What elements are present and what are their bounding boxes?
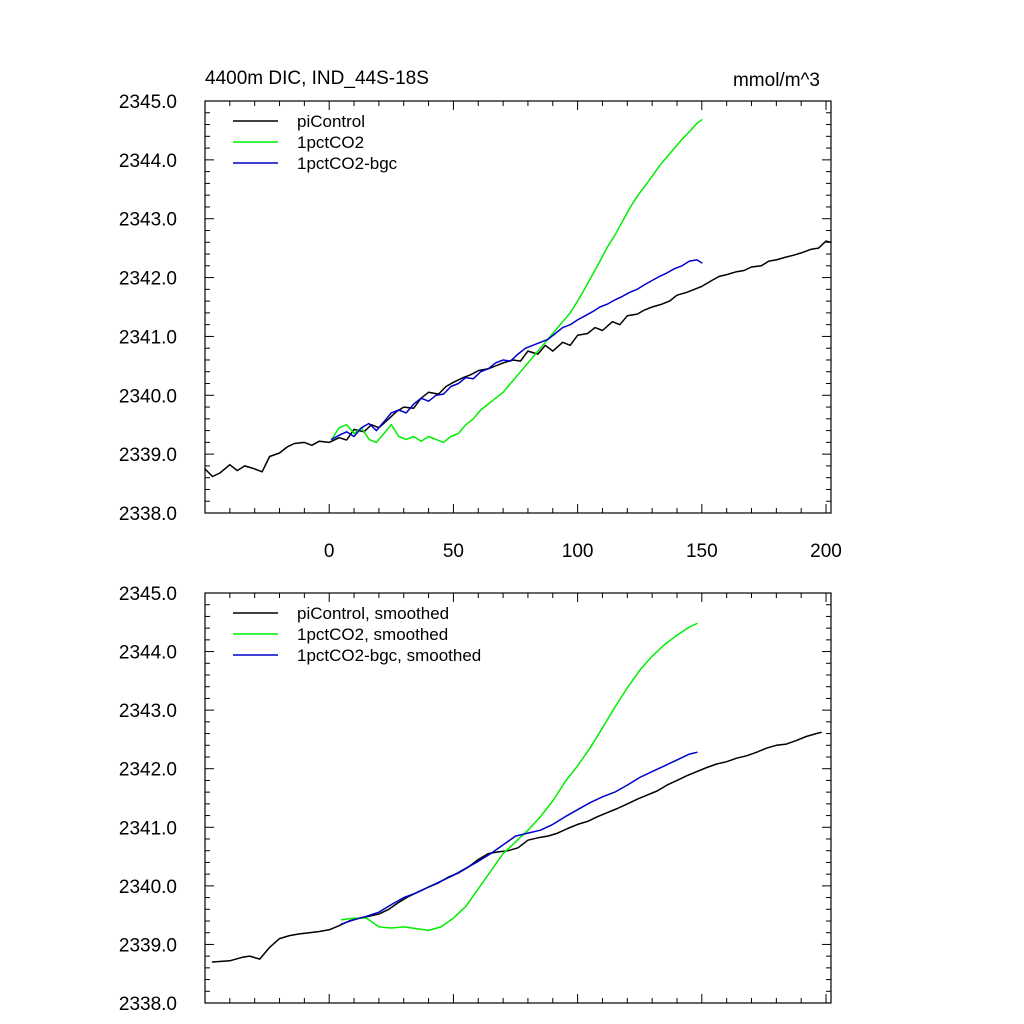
legend-label-1pctco2-smoothed: 1pctCO2, smoothed	[297, 625, 448, 644]
top-series-lines	[204, 119, 832, 478]
y-tick-label: 2345.0	[119, 584, 177, 605]
x-tick-label: 100	[562, 541, 594, 562]
y-tick-label: 2339.0	[119, 935, 177, 956]
top-series-1pctco2	[330, 119, 703, 444]
y-tick-label: 2343.0	[119, 701, 177, 722]
x-tick-label: 0	[324, 541, 335, 562]
y-tick-label: 2342.0	[119, 760, 177, 781]
top-axis-ticks	[204, 100, 831, 514]
bottom-legend: piControl, smoothed 1pctCO2, smoothed 1p…	[233, 604, 481, 665]
y-tick-label: 2343.0	[119, 210, 177, 231]
legend-label-picontrol-smoothed: piControl, smoothed	[297, 604, 449, 623]
y-tick-label: 2340.0	[119, 386, 177, 407]
legend-label-1pctco2-bgc-smoothed: 1pctCO2-bgc, smoothed	[297, 646, 481, 665]
y-tick-label: 2342.0	[119, 269, 177, 290]
bottom-axis-ticks	[204, 592, 831, 1004]
x-tick-label: 150	[686, 541, 718, 562]
legend-label-picontrol: piControl	[297, 112, 365, 131]
y-tick-label: 2339.0	[119, 445, 177, 466]
y-tick-label: 2345.0	[119, 92, 177, 113]
bottom-series-1pctco2-bgc-smoothed	[340, 751, 698, 925]
top-panel: 4400m DIC, IND_44S-18S mmol/m^3 2338.023…	[119, 68, 842, 562]
bottom-series-1pctco2-smoothed	[340, 622, 698, 932]
bottom-series-lines	[211, 622, 822, 963]
y-tick-label: 2341.0	[119, 327, 177, 348]
top-legend: piControl 1pctCO2 1pctCO2-bgc	[233, 112, 398, 173]
chart-title: 4400m DIC, IND_44S-18S	[205, 68, 429, 89]
y-tick-label: 2338.0	[119, 504, 177, 525]
y-tick-label: 2338.0	[119, 994, 177, 1015]
legend-label-1pctco2-bgc: 1pctCO2-bgc	[297, 154, 398, 173]
legend-label-1pctco2: 1pctCO2	[297, 133, 364, 152]
top-y-tick-labels: 2338.0 2339.0 2340.0 2341.0 2342.0 2343.0 2344…	[119, 92, 177, 525]
y-tick-label: 2340.0	[119, 877, 177, 898]
bottom-y-tick-labels: 2338.0 2339.0 2340.0 2341.0 2342.0 2343.0 2344…	[119, 584, 177, 1015]
x-tick-label: 200	[810, 541, 842, 562]
top-plot-frame	[204, 100, 832, 514]
bottom-plot-frame	[204, 592, 832, 1004]
top-series-picontrol	[204, 240, 832, 478]
units-label: mmol/m^3	[733, 70, 820, 91]
x-tick-label: 50	[443, 541, 464, 562]
y-tick-label: 2344.0	[119, 151, 177, 172]
bottom-panel: 2338.0 2339.0 2340.0 2341.0 2342.0 2343.0 2344…	[119, 584, 832, 1015]
top-x-tick-labels: 0 50 100 150 200	[324, 541, 842, 562]
y-tick-label: 2344.0	[119, 643, 177, 664]
top-series-1pctco2-bgc	[330, 259, 703, 441]
y-tick-label: 2341.0	[119, 818, 177, 839]
bottom-series-picontrol-smoothed	[211, 731, 822, 963]
